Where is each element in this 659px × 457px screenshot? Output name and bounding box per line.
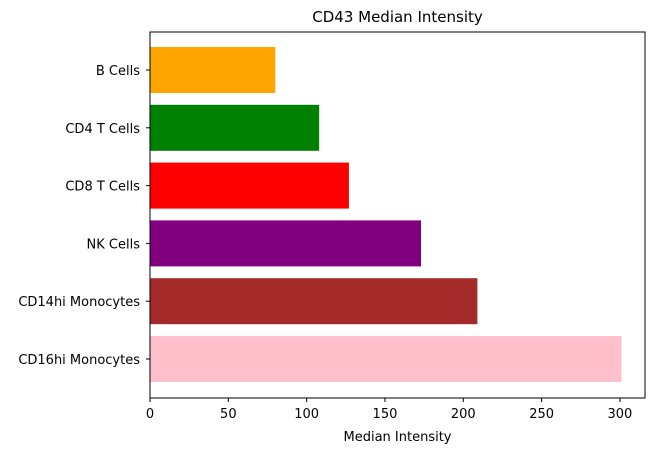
y-tick-label: CD14hi Monocytes bbox=[18, 295, 140, 310]
x-axis-label: Median Intensity bbox=[344, 430, 452, 445]
x-tick-label: 300 bbox=[608, 407, 633, 422]
y-tick-label: CD8 T Cells bbox=[65, 180, 140, 195]
bar-cd4-t-cells bbox=[150, 104, 320, 151]
x-tick-label: 250 bbox=[529, 407, 554, 422]
plot-frame bbox=[149, 31, 646, 399]
y-tick-label: CD16hi Monocytes bbox=[18, 353, 140, 368]
bars-layer bbox=[150, 47, 622, 382]
y-tick-label: CD4 T Cells bbox=[65, 122, 140, 137]
x-tick-label: 100 bbox=[294, 407, 319, 422]
chart-title: CD43 Median Intensity bbox=[312, 8, 483, 26]
y-tick-label: B Cells bbox=[96, 64, 140, 79]
x-axis: 0 50 100 150 200 250 300 bbox=[146, 398, 632, 422]
bar-cd16hi-monocytes bbox=[150, 336, 622, 382]
bar-nk-cells bbox=[150, 220, 421, 267]
y-tick-label: NK Cells bbox=[87, 237, 141, 252]
x-tick-label: 50 bbox=[220, 407, 237, 422]
x-tick-label: 200 bbox=[451, 407, 476, 422]
y-axis: B Cells CD4 T Cells CD8 T Cells NK Cells CD1… bbox=[18, 64, 150, 368]
bar-b-cells bbox=[150, 47, 276, 93]
x-tick-label: 0 bbox=[146, 407, 154, 422]
bar-cd8-t-cells bbox=[150, 162, 349, 209]
bar-cd14hi-monocytes bbox=[150, 278, 478, 325]
x-tick-label: 150 bbox=[373, 407, 398, 422]
